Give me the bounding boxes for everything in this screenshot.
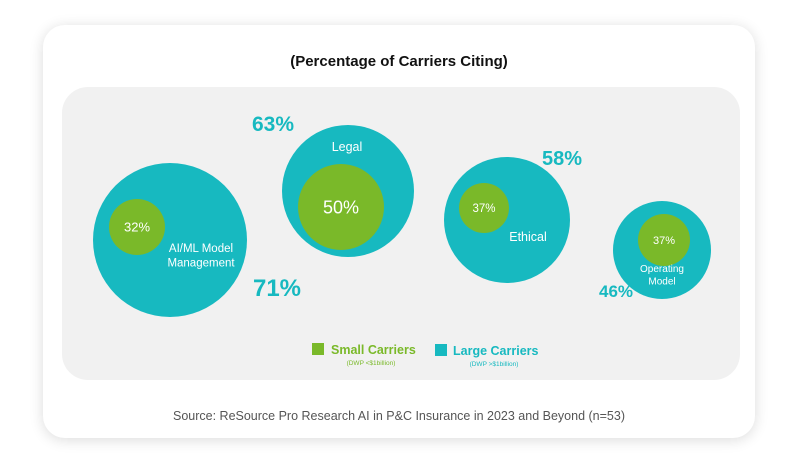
legend-swatch-large (435, 344, 447, 356)
legend-swatch-small (312, 343, 324, 355)
legend-sub-small: (DWP <$1billion) (347, 360, 396, 367)
category-label: Legal (332, 140, 363, 154)
small-bubble-legal (298, 164, 384, 250)
large-value-label: 63% (252, 113, 294, 136)
large-value-label: 46% (599, 282, 633, 301)
legend-label-small: Small Carriers (331, 343, 416, 357)
small-value-label: 37% (472, 203, 495, 215)
small-bubble-ai-ml-model-management (109, 199, 165, 255)
small-value-label: 50% (323, 197, 359, 217)
category-label: Management (167, 257, 235, 269)
chart-title: (Percentage of Carriers Citing) (290, 53, 508, 70)
category-label: Model (648, 277, 675, 288)
small-bubble-ethical (459, 183, 509, 233)
small-value-label: 37% (653, 235, 675, 247)
large-value-label: 71% (253, 275, 301, 302)
small-value-label: 32% (124, 220, 150, 235)
legend-sub-large: (DWP >$1billion) (470, 361, 519, 368)
category-label: AI/ML Model (169, 243, 233, 255)
category-label: Ethical (509, 230, 547, 244)
small-bubble-operating-model (638, 214, 690, 266)
source-note: Source: ReSource Pro Research AI in P&C … (172, 409, 625, 423)
category-label: Operating (640, 264, 684, 275)
legend-label-large: Large Carriers (453, 344, 539, 358)
large-value-label: 58% (542, 148, 582, 170)
